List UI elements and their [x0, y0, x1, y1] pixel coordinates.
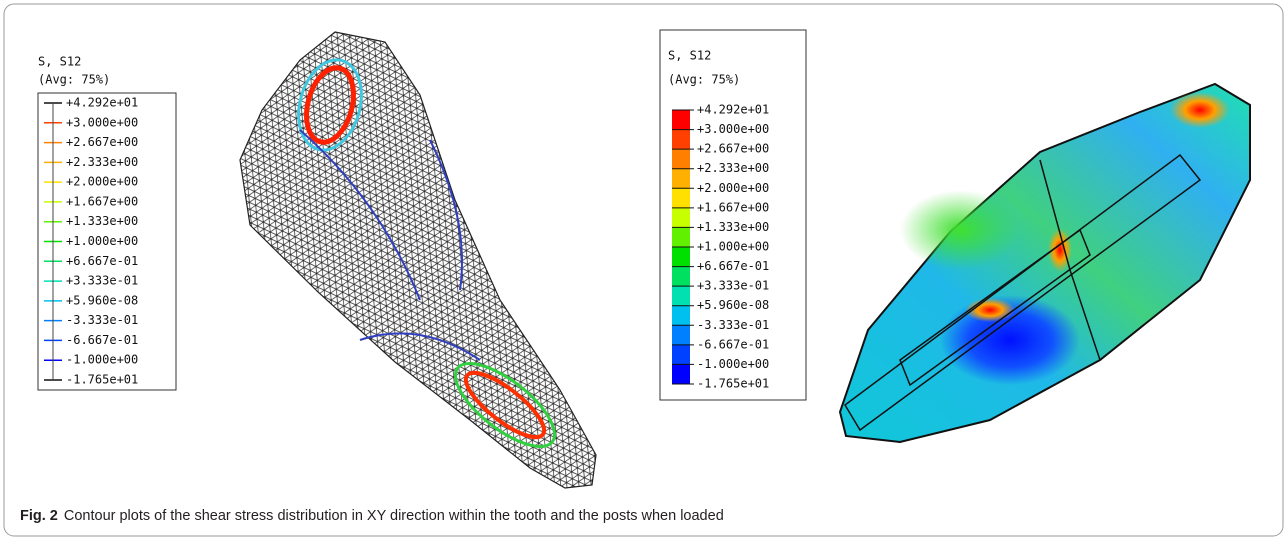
- legend-label: -1.000e+00: [697, 357, 769, 371]
- legend-swatch: [672, 306, 690, 326]
- legend-label: +6.667e-01: [697, 259, 769, 273]
- legend-label: +3.000e+00: [697, 122, 769, 136]
- legend-label: +2.000e+00: [66, 175, 138, 189]
- legend-label: +4.292e+01: [66, 96, 138, 110]
- legend-label: +2.333e+00: [697, 161, 769, 175]
- legend-label: -3.333e-01: [66, 313, 138, 327]
- legend-label: +1.667e+00: [66, 194, 138, 208]
- legend-label: +1.333e+00: [66, 214, 138, 228]
- legend-swatch: [672, 247, 690, 267]
- legend-swatch: [672, 110, 690, 130]
- legend-swatch: [672, 188, 690, 208]
- legend-label: -6.667e-01: [66, 333, 138, 347]
- legend-title: S, S12: [38, 55, 81, 69]
- legend-swatch: [672, 286, 690, 306]
- legend-label: +5.960e-08: [697, 298, 769, 312]
- legend-label: +2.667e+00: [66, 135, 138, 149]
- legend-label: +6.667e-01: [66, 254, 138, 268]
- legend-label: -1.000e+00: [66, 353, 138, 367]
- legend-subtitle: (Avg: 75%): [38, 73, 110, 87]
- legend-swatch: [672, 364, 690, 384]
- legend-label: +1.667e+00: [697, 200, 769, 214]
- legend-label: +3.333e-01: [66, 274, 138, 288]
- contour-model: [840, 84, 1250, 442]
- legend-swatch: [672, 345, 690, 365]
- caption: Fig. 2 Contour plots of the shear stress …: [20, 508, 724, 524]
- caption-label: Fig. 2: [20, 508, 58, 524]
- legend-label: +3.000e+00: [66, 115, 138, 129]
- legend-label: -1.765e+01: [66, 373, 138, 387]
- legend-label: +1.000e+00: [697, 240, 769, 254]
- legend-label: +1.333e+00: [697, 220, 769, 234]
- legend-label: +1.000e+00: [66, 234, 138, 248]
- legend-label: -6.667e-01: [697, 337, 769, 351]
- legend-swatch: [672, 149, 690, 169]
- legend-label: -3.333e-01: [697, 318, 769, 332]
- legend-swatch: [672, 227, 690, 247]
- legend-swatch: [672, 130, 690, 150]
- figure: S, S12 (Avg: 75%) +4.292e+01 +3.000e+00 +2.6…: [0, 0, 1287, 540]
- legend-swatch: [672, 325, 690, 345]
- wireframe-model: [240, 32, 596, 488]
- legend-label: +3.333e-01: [697, 279, 769, 293]
- legend-label: +4.292e+01: [697, 103, 769, 117]
- legend-subtitle: (Avg: 75%): [668, 73, 740, 87]
- legend-swatch: [672, 267, 690, 287]
- legend-swatch: [672, 208, 690, 228]
- legend-label: +2.333e+00: [66, 155, 138, 169]
- caption-text: Contour plots of the shear stress distri…: [64, 508, 724, 524]
- legend-title: S, S12: [668, 49, 711, 63]
- legend-label: -1.765e+01: [697, 377, 769, 391]
- legend-swatch: [672, 169, 690, 189]
- legend-label: +5.960e-08: [66, 293, 138, 307]
- legend-label: +2.667e+00: [697, 142, 769, 156]
- legend-label: +2.000e+00: [697, 181, 769, 195]
- page: S, S12 (Avg: 75%) +4.292e+01 +3.000e+00 +2.6…: [0, 0, 1287, 540]
